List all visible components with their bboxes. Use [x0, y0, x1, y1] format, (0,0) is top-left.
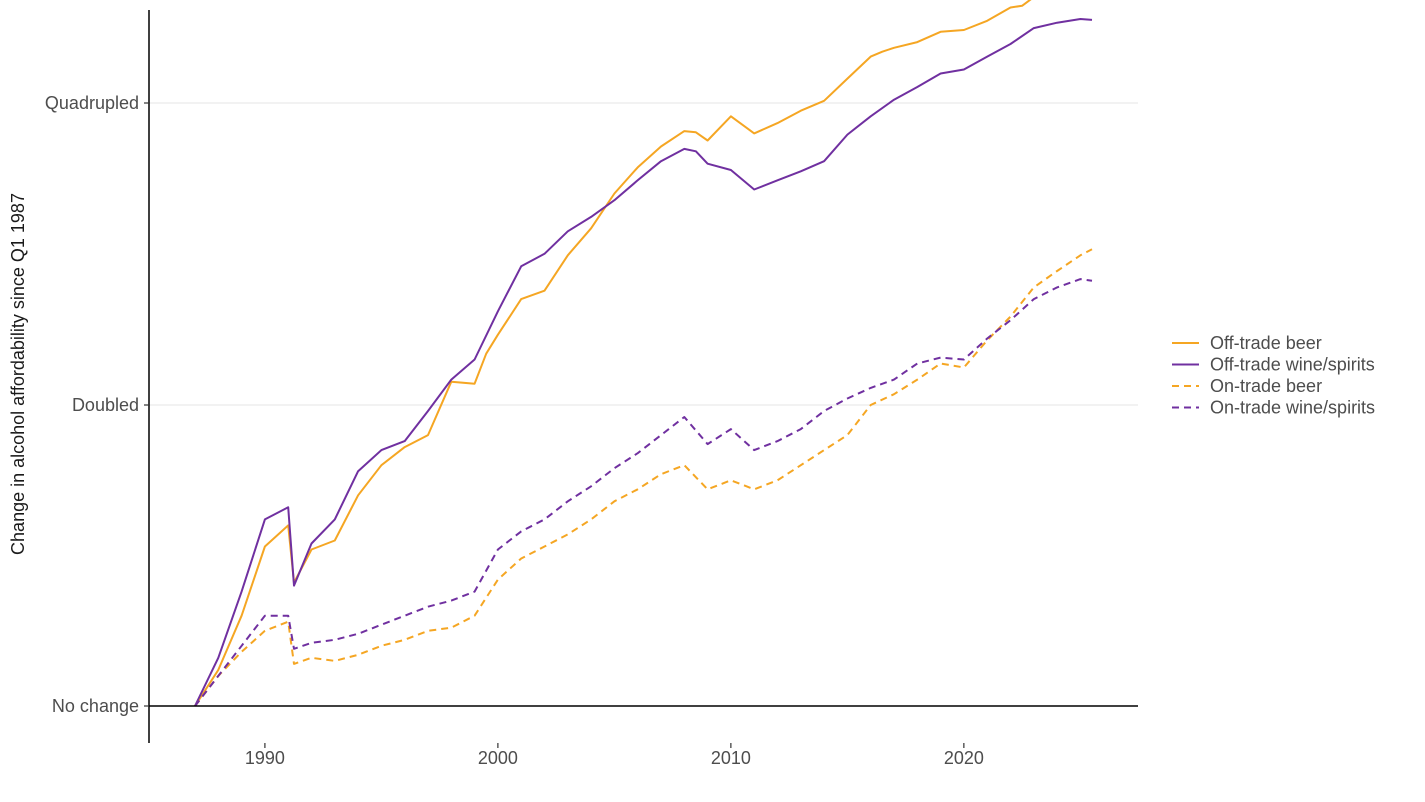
series-line-off-trade-wine-spirits — [194, 18, 1093, 707]
legend-label: Off-trade beer — [1210, 333, 1322, 353]
x-tick-label: 2000 — [478, 748, 518, 768]
legend-label: Off-trade wine/spirits — [1210, 355, 1375, 375]
series-line-on-trade-wine-spirits — [194, 278, 1093, 707]
y-tick-labels: No change Doubled Quadrupled — [45, 93, 149, 716]
y-tick-label: No change — [52, 696, 139, 716]
y-tick-label: Doubled — [72, 395, 139, 415]
series-line-off-trade-beer — [194, 0, 1032, 707]
x-tick-labels: 1990 2000 2010 2020 — [245, 743, 984, 768]
x-tick-label: 1990 — [245, 748, 285, 768]
legend-label: On-trade beer — [1210, 376, 1322, 396]
legend-label: On-trade wine/spirits — [1210, 398, 1375, 418]
gridlines — [149, 102, 1138, 406]
x-tick-label: 2010 — [711, 748, 751, 768]
x-tick-label: 2020 — [944, 748, 984, 768]
series-lines — [194, 0, 1093, 707]
series-line-on-trade-beer — [194, 248, 1093, 707]
y-axis-title: Change in alcohol affordability since Q1… — [8, 193, 28, 555]
axes — [148, 10, 1138, 743]
y-tick-label: Quadrupled — [45, 93, 139, 113]
